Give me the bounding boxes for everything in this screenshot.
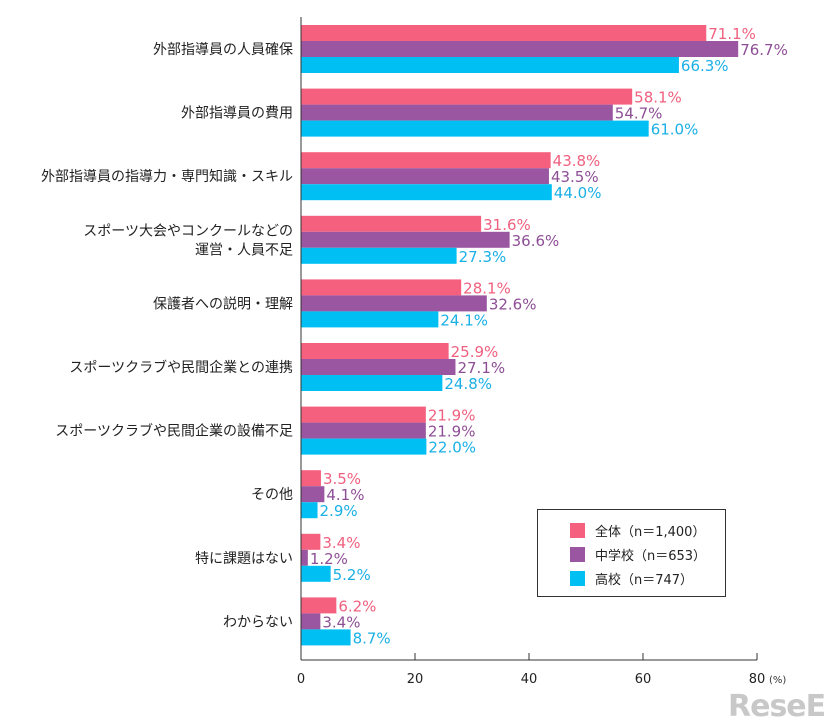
data-label: 5.2% (333, 566, 371, 584)
bar (301, 295, 487, 312)
watermark-logo: ReseEd (728, 689, 826, 724)
bar (301, 41, 739, 57)
bar (301, 311, 439, 328)
bar (301, 470, 321, 487)
data-label: 3.4% (322, 613, 360, 631)
data-label: 58.1% (634, 89, 682, 107)
x-tick-label: 20 (407, 672, 424, 687)
data-label: 3.5% (323, 470, 361, 488)
data-label: 43.8% (553, 152, 601, 170)
bar (301, 231, 510, 248)
x-tick-label: 40 (521, 672, 538, 687)
bar (301, 438, 427, 455)
data-label: 24.1% (440, 311, 488, 329)
data-label: 44.0% (554, 184, 602, 202)
data-label: 66.3% (681, 57, 729, 75)
legend-item-high-school: 高校（n＝747） (570, 569, 693, 588)
data-label: 71.1% (708, 25, 756, 43)
bar (301, 629, 351, 646)
data-label: 8.7% (353, 629, 391, 647)
data-label: 28.1% (463, 279, 511, 297)
legend-item-all: 全体（n＝1,400） (570, 521, 705, 540)
data-label: 2.9% (320, 502, 358, 520)
bar (301, 422, 426, 439)
data-label: 24.8% (444, 375, 492, 393)
category-label: 保護者への説明・理解 (153, 296, 293, 312)
bar (301, 549, 308, 566)
bar (301, 565, 331, 582)
x-tick-label: 80 (749, 672, 766, 687)
data-label: 54.7% (615, 105, 663, 123)
legend-label: 中学校（n＝653） (595, 549, 707, 564)
bar (301, 502, 318, 519)
bar (301, 343, 449, 359)
bar (301, 184, 552, 201)
legend-swatch (570, 523, 585, 538)
bar (301, 57, 679, 73)
bar (301, 88, 633, 105)
data-label: 22.0% (428, 439, 476, 457)
bar (301, 279, 462, 296)
data-label: 25.9% (451, 343, 499, 361)
data-label: 43.5% (551, 168, 599, 186)
legend-label: 高校（n＝747） (595, 573, 694, 588)
category-label: わからない (223, 614, 293, 630)
category-label: 外部指導員の費用 (181, 106, 293, 122)
bar (301, 597, 337, 614)
category-label: スポーツクラブや民間企業の設備不足 (55, 423, 293, 440)
data-label: 21.9% (428, 423, 476, 441)
category-label: 特に課題はない (195, 551, 293, 567)
data-label: 76.7% (740, 41, 788, 59)
data-label: 3.4% (322, 534, 360, 552)
data-label: 27.1% (457, 359, 505, 377)
category-label: 外部指導員の指導力・専門知識・スキル (41, 168, 293, 185)
x-unit-label: (%) (769, 675, 786, 686)
bar (301, 120, 649, 137)
data-label: 1.2% (310, 550, 348, 568)
bar (301, 486, 325, 503)
data-label: 31.6% (483, 216, 531, 234)
bar (301, 152, 551, 169)
bar (301, 375, 443, 391)
category-label: スポーツ大会やコンクールなどの (83, 223, 293, 239)
legend: 全体（n＝1,400） 中学校（n＝653） 高校（n＝747） (537, 509, 726, 597)
category-label: 外部指導員の人員確保 (153, 42, 293, 58)
bar (301, 406, 426, 423)
data-label: 27.3% (459, 248, 507, 266)
data-label: 32.6% (489, 295, 537, 313)
category-label: 運営・人員不足 (195, 242, 293, 258)
legend-label: 全体（n＝1,400） (595, 525, 706, 540)
bar (301, 25, 707, 41)
category-label: その他 (251, 487, 293, 503)
legend-swatch (570, 571, 585, 586)
bar (301, 533, 321, 550)
legend-swatch (570, 547, 585, 562)
bar (301, 104, 613, 121)
x-tick-label: 0 (297, 672, 305, 687)
x-tick-label: 60 (635, 672, 652, 687)
data-label: 4.1% (326, 486, 364, 504)
category-label: スポーツクラブや民間企業との連携 (69, 359, 293, 376)
legend-item-junior-high: 中学校（n＝653） (570, 545, 706, 564)
bar (301, 247, 457, 264)
bar (301, 359, 456, 375)
data-label: 21.9% (428, 407, 476, 425)
bar (301, 613, 321, 630)
bar (301, 215, 482, 232)
data-label: 61.0% (651, 121, 699, 139)
data-label: 36.6% (512, 232, 560, 250)
data-label: 6.2% (338, 597, 376, 615)
bar (301, 168, 549, 185)
